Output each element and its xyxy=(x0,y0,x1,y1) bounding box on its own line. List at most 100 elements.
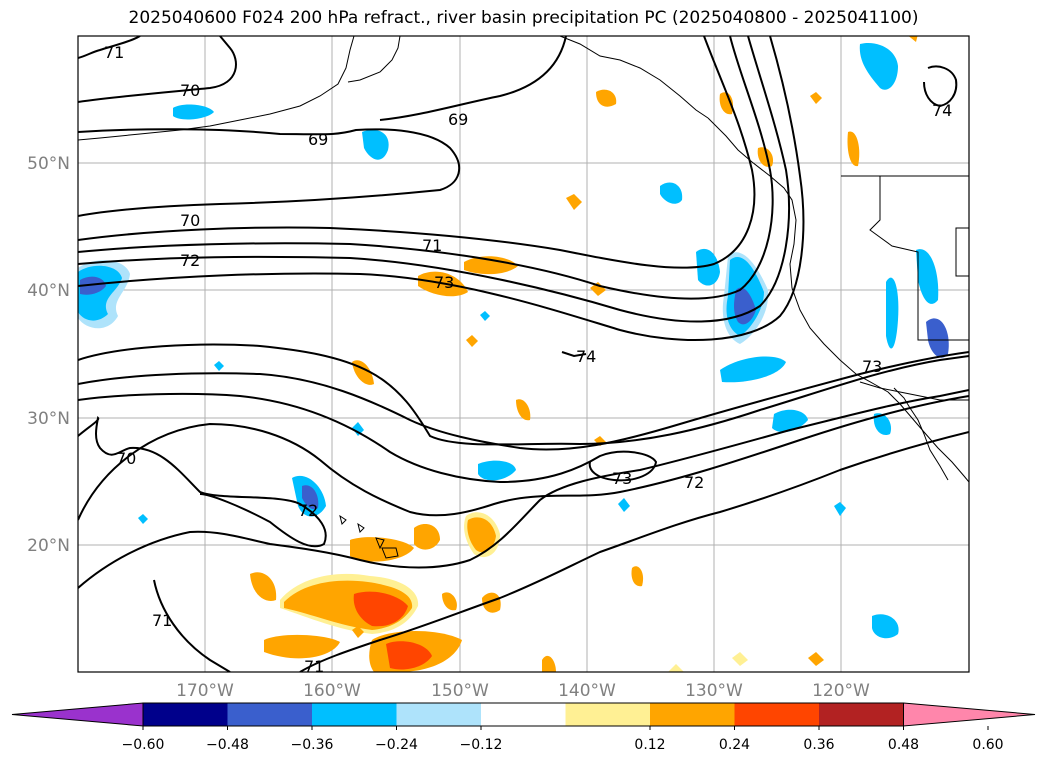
neg-region-dot-4 xyxy=(480,311,490,321)
neg-region-dot-1 xyxy=(138,514,148,524)
contour-label: 69 xyxy=(448,110,468,129)
neg-region-idaho xyxy=(916,249,939,304)
lon-tick-label: 140°W xyxy=(558,681,616,701)
pos-region-south-west-1 xyxy=(250,572,277,601)
pos-region-dot-e xyxy=(442,592,457,611)
colorbar-segment xyxy=(734,703,820,726)
lon-tick-label: 130°W xyxy=(685,681,743,701)
colorbar-extend-high xyxy=(903,702,1036,727)
lon-tick-label: 120°W xyxy=(812,681,870,701)
contour-71-south xyxy=(78,389,969,589)
pos-region-dot-i xyxy=(542,655,556,672)
contour-74-mark xyxy=(561,351,587,358)
pos-region-top-edge xyxy=(908,36,918,42)
contour-72-south xyxy=(299,431,969,672)
refractivity-contours xyxy=(78,36,969,672)
colorbar-segment xyxy=(396,703,482,726)
colorbar-segment xyxy=(565,703,651,726)
contour-label: 71 xyxy=(104,43,124,62)
pos-region-north-pacific xyxy=(464,256,518,275)
coast-gulf-alaska xyxy=(559,36,709,119)
coast-baja xyxy=(893,387,949,481)
colorbar: −0.60 −0.48 −0.36 −0.24 −0.12 0.12 0.24 0.36 0.4… xyxy=(11,702,1036,753)
negative-anomaly-regions xyxy=(78,42,949,639)
contour-70-mid xyxy=(78,36,756,269)
pos-region-bottom-max xyxy=(386,641,432,670)
contour-label: 69 xyxy=(308,130,328,149)
pos-region-hawaii-east xyxy=(467,517,496,553)
contour-72-mid xyxy=(78,36,790,323)
colorbar-tick-label: −0.48 xyxy=(206,737,249,753)
contour-label: 74 xyxy=(576,347,596,366)
neg-region-aleutian xyxy=(173,104,214,120)
pos-region-dot-b xyxy=(590,282,606,296)
contour-label: 70 xyxy=(116,449,136,468)
colorbar-segment xyxy=(143,703,228,726)
contour-label: 73 xyxy=(434,273,454,292)
contour-74-b xyxy=(78,351,969,451)
neg-region-dot-3 xyxy=(352,422,364,436)
contour-label: 74 xyxy=(932,101,952,120)
neg-region-four-corners xyxy=(926,318,949,358)
lat-tick-label: 30°N xyxy=(27,409,70,429)
contour-69-loop xyxy=(78,128,461,217)
contour-label: 73 xyxy=(612,469,632,488)
pos-region-dot-a xyxy=(566,194,582,210)
colorbar-extend-low xyxy=(11,702,144,727)
colorbar-segment xyxy=(819,703,904,726)
pos-region-alberta xyxy=(847,131,860,167)
neg-region-dot-2 xyxy=(214,361,224,371)
colorbar-frame xyxy=(142,702,904,727)
positive-anomaly-regions xyxy=(250,36,918,672)
latitude-labels: 50°N 40°N 30°N 20°N xyxy=(27,154,70,556)
lat-tick-label: 20°N xyxy=(27,536,70,556)
colorbar-segment xyxy=(227,703,313,726)
colorbar-tick-label: 0.12 xyxy=(634,737,665,753)
lon-tick-label: 160°W xyxy=(303,681,361,701)
contour-69-north xyxy=(379,36,567,121)
contour-label: 71 xyxy=(304,657,324,676)
neg-region-mexico-coast xyxy=(873,413,892,436)
contour-70-nw xyxy=(78,36,237,103)
contour-labels: 71 70 69 69 70 71 72 73 74 74 73 73 72 7… xyxy=(104,43,952,676)
pos-region-alaska-coast xyxy=(596,89,617,107)
colorbar-tick-label: 0.48 xyxy=(888,737,919,753)
contour-label: 71 xyxy=(152,611,172,630)
colorbar-segment xyxy=(312,703,397,726)
pos-region-dot-k xyxy=(808,652,824,666)
pos-region-bc-coast xyxy=(719,92,734,115)
colorbar-segment xyxy=(481,703,566,726)
contour-72-long xyxy=(78,395,969,521)
contour-71-mid xyxy=(78,36,774,300)
colorbar-tick-label: −0.12 xyxy=(460,737,503,753)
colorbar-segment xyxy=(650,703,735,726)
colorbar-tick-label: −0.60 xyxy=(122,737,165,753)
longitude-labels: 170°W 160°W 150°W 140°W 130°W 120°W xyxy=(176,681,870,701)
neg-region-west-max xyxy=(80,276,106,295)
contour-label: 71 xyxy=(422,236,442,255)
contour-73-mid xyxy=(78,36,805,342)
map-panel xyxy=(78,36,969,672)
neg-region-offshore-oregon xyxy=(696,248,720,286)
border-box xyxy=(955,227,969,277)
neg-region-bc-north xyxy=(859,42,898,90)
hawaiian-islands xyxy=(339,514,399,559)
coast-alaska-mainland xyxy=(347,36,401,83)
lat-tick-label: 50°N xyxy=(27,154,70,174)
neg-region-baja-offshore xyxy=(772,409,808,433)
chart-title: 2025040600 F024 200 hPa refract., river … xyxy=(128,8,919,28)
pos-region-mid-central xyxy=(516,399,531,421)
pos-region-dot-m xyxy=(810,92,822,104)
neg-region-california-offshore xyxy=(720,356,786,383)
pos-region-dot-h xyxy=(631,566,644,587)
neg-region-dot-6 xyxy=(834,502,846,516)
contour-70-south xyxy=(78,415,327,548)
colorbar-tick-label: −0.24 xyxy=(375,737,418,753)
colorbar-tick-label: −0.36 xyxy=(291,737,334,753)
neg-region-hawaii-north-max xyxy=(302,485,319,510)
contour-74 xyxy=(78,343,969,446)
contour-73-loop xyxy=(78,392,658,484)
contour-label: 73 xyxy=(862,357,882,376)
contour-label: 72 xyxy=(684,473,704,492)
